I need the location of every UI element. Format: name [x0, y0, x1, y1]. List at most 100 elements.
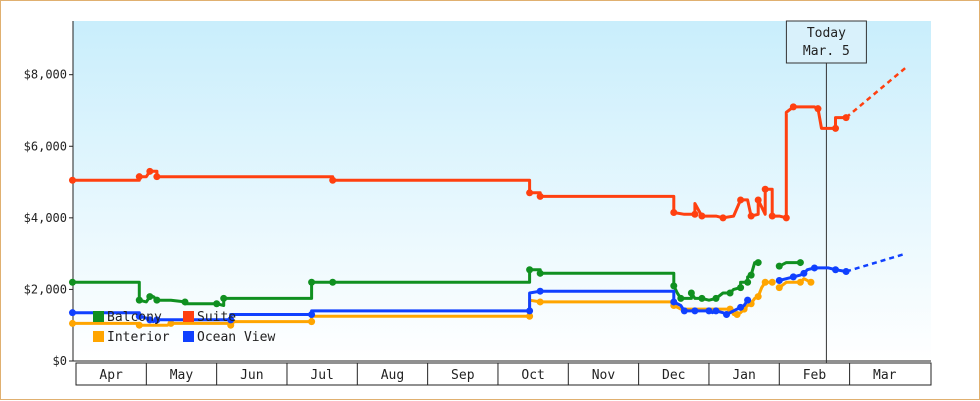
data-point-suite[interactable]	[698, 212, 706, 220]
data-point-suite[interactable]	[526, 189, 534, 197]
data-point-balcony[interactable]	[796, 259, 804, 267]
y-tick-label: $6,000	[24, 139, 67, 153]
data-point-ocean-view[interactable]	[153, 316, 161, 324]
data-point-balcony[interactable]	[775, 262, 783, 270]
data-point-interior[interactable]	[768, 278, 776, 286]
data-point-interior[interactable]	[135, 321, 143, 329]
data-point-ocean-view[interactable]	[705, 307, 713, 315]
data-point-suite[interactable]	[153, 173, 161, 181]
data-point-interior[interactable]	[167, 319, 175, 327]
data-point-ocean-view[interactable]	[800, 269, 808, 277]
data-point-suite[interactable]	[670, 208, 678, 216]
data-point-ocean-view[interactable]	[308, 310, 316, 318]
data-point-suite[interactable]	[68, 176, 76, 184]
data-point-ocean-view[interactable]	[68, 309, 76, 317]
data-point-interior[interactable]	[536, 298, 544, 306]
legend-swatch	[93, 331, 104, 342]
data-point-suite[interactable]	[536, 192, 544, 200]
legend-label: Ocean View	[197, 330, 275, 345]
data-point-interior[interactable]	[68, 319, 76, 327]
data-point-interior[interactable]	[807, 278, 815, 286]
data-point-ocean-view[interactable]	[135, 312, 143, 320]
data-point-ocean-view[interactable]	[691, 307, 699, 315]
data-point-balcony[interactable]	[698, 294, 706, 302]
data-point-balcony[interactable]	[677, 294, 685, 302]
y-tick-label: $4,000	[24, 211, 67, 225]
month-label: Oct	[521, 368, 544, 383]
data-point-suite[interactable]	[832, 124, 840, 132]
legend-label: Suite	[197, 310, 236, 325]
month-label: Sep	[451, 368, 475, 383]
data-point-balcony[interactable]	[737, 284, 745, 292]
data-point-suite[interactable]	[761, 185, 769, 193]
data-point-suite[interactable]	[768, 212, 776, 220]
data-point-interior[interactable]	[796, 278, 804, 286]
data-point-interior[interactable]	[761, 278, 769, 286]
data-point-ocean-view[interactable]	[775, 276, 783, 284]
data-point-balcony[interactable]	[146, 293, 154, 301]
data-point-balcony[interactable]	[329, 278, 337, 286]
data-point-ocean-view[interactable]	[744, 296, 752, 304]
month-label: Aug	[381, 368, 404, 383]
forecast-line-ocean-view	[845, 252, 907, 273]
data-point-balcony[interactable]	[536, 269, 544, 277]
data-point-ocean-view[interactable]	[680, 307, 688, 315]
data-point-balcony[interactable]	[687, 289, 695, 297]
data-point-suite[interactable]	[754, 196, 762, 204]
data-point-interior[interactable]	[227, 321, 235, 329]
month-label: May	[170, 368, 194, 383]
data-point-interior[interactable]	[308, 318, 316, 326]
data-point-balcony[interactable]	[526, 266, 534, 274]
legend-label: Interior	[107, 330, 170, 345]
data-point-balcony[interactable]	[670, 282, 678, 290]
data-point-interior[interactable]	[526, 312, 534, 320]
month-label: Mar	[873, 368, 897, 383]
data-point-ocean-view[interactable]	[723, 310, 731, 318]
data-point-interior[interactable]	[775, 284, 783, 292]
data-point-balcony[interactable]	[308, 278, 316, 286]
data-point-ocean-view[interactable]	[810, 264, 818, 272]
data-point-ocean-view[interactable]	[737, 303, 745, 311]
legend-swatch	[183, 331, 194, 342]
data-point-suite[interactable]	[782, 214, 790, 222]
data-point-balcony[interactable]	[744, 278, 752, 286]
data-point-ocean-view[interactable]	[536, 287, 544, 295]
data-point-interior[interactable]	[754, 293, 762, 301]
data-point-ocean-view[interactable]	[146, 316, 154, 324]
data-point-suite[interactable]	[737, 196, 745, 204]
data-point-ocean-view[interactable]	[789, 273, 797, 281]
data-point-ocean-view[interactable]	[670, 298, 678, 306]
data-point-balcony[interactable]	[726, 289, 734, 297]
data-point-ocean-view[interactable]	[712, 307, 720, 315]
month-label: Feb	[803, 368, 827, 383]
series-line-balcony	[72, 261, 759, 307]
data-point-balcony[interactable]	[747, 271, 755, 279]
data-point-suite[interactable]	[135, 173, 143, 181]
data-point-suite[interactable]	[691, 210, 699, 218]
data-point-balcony[interactable]	[754, 259, 762, 267]
data-point-balcony[interactable]	[220, 294, 228, 302]
data-point-interior[interactable]	[733, 310, 741, 318]
month-label: Jul	[310, 368, 333, 383]
data-point-ocean-view[interactable]	[227, 316, 235, 324]
data-point-balcony[interactable]	[181, 298, 189, 306]
data-point-suite[interactable]	[747, 212, 755, 220]
data-point-suite[interactable]	[146, 167, 154, 175]
data-point-suite[interactable]	[789, 103, 797, 111]
data-point-suite[interactable]	[719, 214, 727, 222]
data-point-balcony[interactable]	[68, 278, 76, 286]
data-point-balcony[interactable]	[712, 294, 720, 302]
data-point-balcony[interactable]	[213, 300, 221, 308]
data-point-ocean-view[interactable]	[832, 266, 840, 274]
legend-swatch	[93, 311, 104, 322]
data-point-suite[interactable]	[329, 176, 337, 184]
month-label: Nov	[592, 368, 616, 383]
data-point-ocean-view[interactable]	[526, 307, 534, 315]
month-label: Jan	[732, 368, 755, 383]
data-point-balcony[interactable]	[135, 296, 143, 304]
data-point-balcony[interactable]	[153, 296, 161, 304]
month-label: Apr	[99, 368, 123, 383]
data-point-suite[interactable]	[814, 105, 822, 113]
